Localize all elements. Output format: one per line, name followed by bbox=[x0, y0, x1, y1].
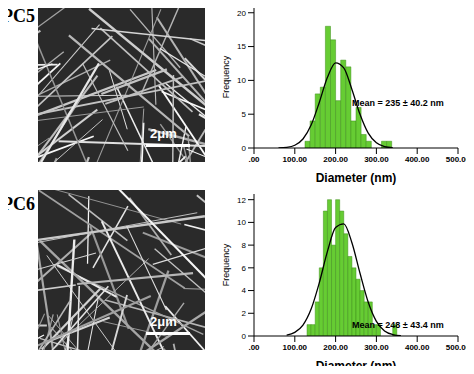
svg-text:Diameter (nm): Diameter (nm) bbox=[316, 359, 397, 366]
svg-text:4: 4 bbox=[242, 286, 247, 295]
svg-text:6: 6 bbox=[242, 264, 247, 273]
svg-text:10: 10 bbox=[237, 218, 246, 227]
svg-text:Diameter (nm): Diameter (nm) bbox=[316, 171, 397, 185]
html-text:PC5: PC5 bbox=[2, 6, 35, 26]
svg-text:400.00: 400.00 bbox=[405, 155, 430, 164]
html-text:2μm: 2μm bbox=[150, 314, 177, 329]
svg-text:100.00: 100.00 bbox=[283, 343, 308, 352]
svg-text:.00: .00 bbox=[248, 343, 260, 352]
svg-text:15: 15 bbox=[237, 42, 246, 51]
svg-text:500.00: 500.00 bbox=[446, 343, 466, 352]
svg-text:100.00: 100.00 bbox=[283, 155, 308, 164]
html-text:Mean = 248 ± 43.4 nm: Mean = 248 ± 43.4 nm bbox=[352, 320, 444, 330]
html-text:Mean = 235 ± 40.2 nm: Mean = 235 ± 40.2 nm bbox=[352, 98, 444, 108]
svg-text:0: 0 bbox=[242, 332, 247, 341]
svg-text:20: 20 bbox=[237, 9, 246, 18]
svg-text:Frequency: Frequency bbox=[221, 243, 231, 286]
svg-text:8: 8 bbox=[242, 241, 247, 250]
svg-text:12: 12 bbox=[237, 196, 246, 205]
svg-text:0: 0 bbox=[242, 144, 247, 153]
svg-text:200.00: 200.00 bbox=[323, 343, 348, 352]
svg-text:5: 5 bbox=[242, 110, 247, 119]
svg-text:400.00: 400.00 bbox=[405, 343, 430, 352]
svg-text:500.00: 500.00 bbox=[446, 155, 466, 164]
svg-text:300.00: 300.00 bbox=[364, 343, 389, 352]
html-text:PC6: PC6 bbox=[2, 194, 35, 214]
svg-text:2: 2 bbox=[242, 309, 247, 318]
svg-text:300.00: 300.00 bbox=[364, 155, 389, 164]
html-text:2μm: 2μm bbox=[150, 126, 177, 141]
svg-text:Frequency: Frequency bbox=[221, 55, 231, 98]
svg-text:200.00: 200.00 bbox=[323, 155, 348, 164]
svg-text:.00: .00 bbox=[248, 155, 260, 164]
svg-text:10: 10 bbox=[237, 76, 246, 85]
